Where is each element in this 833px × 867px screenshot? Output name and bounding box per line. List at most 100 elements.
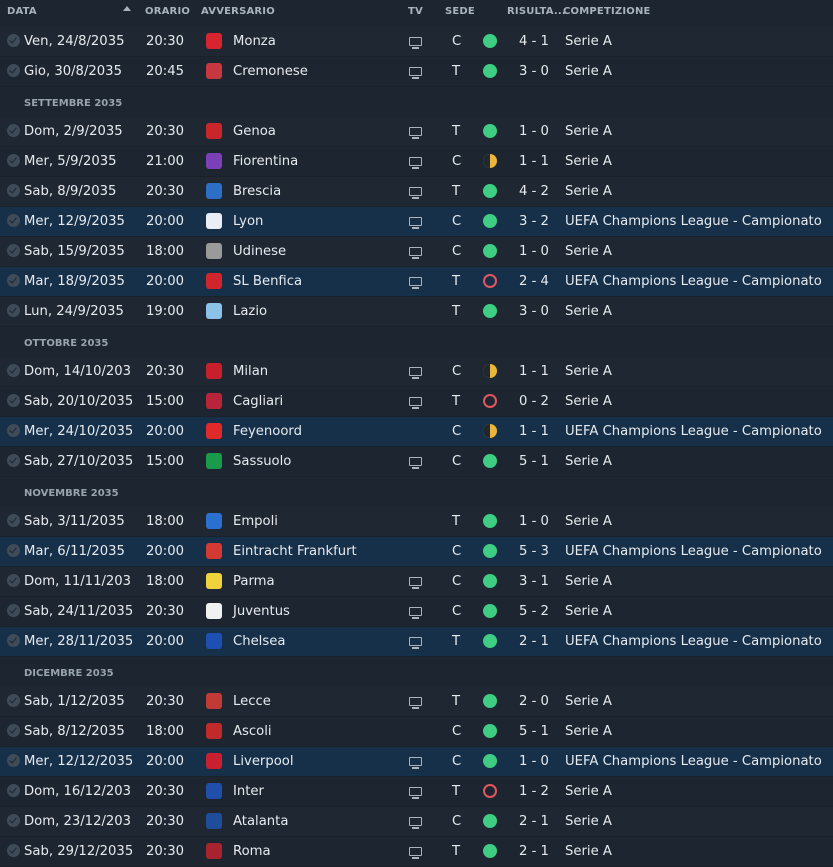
check-icon[interactable] [7,694,20,707]
check-icon[interactable] [7,724,20,737]
check-icon[interactable] [7,424,20,437]
match-score[interactable]: 5 - 2 [519,604,549,619]
check-icon[interactable] [7,154,20,167]
competition-link[interactable]: UEFA Champions League - Campionato [565,634,822,649]
table-row[interactable]: Sab, 20/10/2035 15:00 Cagliari T 0 - 2 Serie … [0,387,833,417]
table-row[interactable]: Sab, 8/9/2035 20:30 Brescia T 4 - 2 Serie A [0,177,833,207]
opponent-link[interactable]: Brescia [233,184,282,199]
check-icon[interactable] [7,574,20,587]
opponent-link[interactable]: Atalanta [233,814,289,829]
table-row[interactable]: Dom, 23/12/2035 20:30 Atalanta C 2 - 1 Serie … [0,807,833,837]
table-row[interactable]: Mer, 24/10/2035 20:00 Feyenoord C 1 - 1 UEFA … [0,417,833,447]
match-score[interactable]: 0 - 2 [519,394,549,409]
match-score[interactable]: 1 - 1 [519,364,549,379]
competition-link[interactable]: Serie A [565,184,612,199]
match-score[interactable]: 4 - 1 [519,34,549,49]
competition-link[interactable]: Serie A [565,364,612,379]
check-icon[interactable] [7,394,20,407]
table-row[interactable]: Sab, 24/11/2035 20:30 Juventus C 5 - 2 Serie … [0,597,833,627]
competition-link[interactable]: Serie A [565,154,612,169]
match-score[interactable]: 2 - 1 [519,814,549,829]
check-icon[interactable] [7,544,20,557]
match-score[interactable]: 5 - 1 [519,454,549,469]
check-icon[interactable] [7,64,20,77]
table-row[interactable]: Sab, 15/9/2035 18:00 Udinese C 1 - 0 Serie A [0,237,833,267]
table-row[interactable]: Mar, 18/9/2035 20:00 SL Benfica T 2 - 4 UEFA … [0,267,833,297]
check-icon[interactable] [7,214,20,227]
header-opponent[interactable]: AVVERSARIO [201,6,275,17]
opponent-link[interactable]: Liverpool [233,754,294,769]
opponent-link[interactable]: Lazio [233,304,268,319]
match-score[interactable]: 3 - 0 [519,304,549,319]
match-score[interactable]: 1 - 1 [519,154,549,169]
opponent-link[interactable]: Lyon [233,214,264,229]
match-score[interactable]: 2 - 4 [519,274,549,289]
competition-link[interactable]: Serie A [565,724,612,739]
check-icon[interactable] [7,634,20,647]
opponent-link[interactable]: Parma [233,574,275,589]
header-competition[interactable]: COMPETIZIONE [563,6,651,17]
opponent-link[interactable]: SL Benfica [233,274,303,289]
table-row[interactable]: Mar, 6/11/2035 20:00 Eintracht Frankfurt C 5… [0,537,833,567]
header-venue[interactable]: SEDE [445,6,475,17]
opponent-link[interactable]: Sassuolo [233,454,292,469]
table-row[interactable]: Dom, 14/10/2035 20:30 Milan C 1 - 1 Serie A [0,357,833,387]
check-icon[interactable] [7,304,20,317]
competition-link[interactable]: Serie A [565,604,612,619]
competition-link[interactable]: Serie A [565,694,612,709]
table-row[interactable]: Mer, 12/12/2035 20:00 Liverpool C 1 - 0 UEFA … [0,747,833,777]
header-tv[interactable]: TV [408,6,423,17]
opponent-link[interactable]: Eintracht Frankfurt [233,544,357,559]
competition-link[interactable]: Serie A [565,394,612,409]
check-icon[interactable] [7,784,20,797]
competition-link[interactable]: Serie A [565,514,612,529]
match-score[interactable]: 3 - 0 [519,64,549,79]
table-row[interactable]: Sab, 29/12/2035 20:30 Roma T 2 - 1 Serie A [0,837,833,867]
header-date[interactable]: DATA [7,6,37,17]
table-row[interactable]: Dom, 2/9/2035 20:30 Genoa T 1 - 0 Serie A [0,117,833,147]
table-row[interactable]: Dom, 11/11/2035 18:00 Parma C 3 - 1 Serie A [0,567,833,597]
opponent-link[interactable]: Feyenoord [233,424,302,439]
competition-link[interactable]: Serie A [565,814,612,829]
check-icon[interactable] [7,34,20,47]
opponent-link[interactable]: Cagliari [233,394,284,409]
table-row[interactable]: Mer, 28/11/2035 20:00 Chelsea T 2 - 1 UEFA Ch… [0,627,833,657]
header-time[interactable]: ORARIO [145,6,191,17]
table-row[interactable]: Sab, 8/12/2035 18:00 Ascoli C 5 - 1 Serie A [0,717,833,747]
competition-link[interactable]: UEFA Champions League - Campionato [565,214,822,229]
opponent-link[interactable]: Cremonese [233,64,308,79]
match-score[interactable]: 2 - 0 [519,694,549,709]
match-score[interactable]: 3 - 2 [519,214,549,229]
competition-link[interactable]: UEFA Champions League - Campionato [565,754,822,769]
match-score[interactable]: 3 - 1 [519,574,549,589]
table-row[interactable]: Sab, 1/12/2035 20:30 Lecce T 2 - 0 Serie A [0,687,833,717]
match-score[interactable]: 2 - 1 [519,634,549,649]
competition-link[interactable]: Serie A [565,64,612,79]
match-score[interactable]: 2 - 1 [519,844,549,859]
table-row[interactable]: Mer, 12/9/2035 20:00 Lyon C 3 - 2 UEFA Champi… [0,207,833,237]
competition-link[interactable]: Serie A [565,454,612,469]
opponent-link[interactable]: Lecce [233,694,271,709]
match-score[interactable]: 5 - 1 [519,724,549,739]
opponent-link[interactable]: Monza [233,34,276,49]
check-icon[interactable] [7,454,20,467]
match-score[interactable]: 1 - 0 [519,124,549,139]
competition-link[interactable]: Serie A [565,124,612,139]
check-icon[interactable] [7,604,20,617]
check-icon[interactable] [7,274,20,287]
opponent-link[interactable]: Fiorentina [233,154,299,169]
match-score[interactable]: 1 - 1 [519,424,549,439]
match-score[interactable]: 1 - 2 [519,784,549,799]
competition-link[interactable]: Serie A [565,304,612,319]
check-icon[interactable] [7,364,20,377]
competition-link[interactable]: Serie A [565,244,612,259]
opponent-link[interactable]: Ascoli [233,724,272,739]
table-row[interactable]: Mer, 5/9/2035 21:00 Fiorentina C 1 - 1 Serie … [0,147,833,177]
competition-link[interactable]: UEFA Champions League - Campionato [565,274,822,289]
opponent-link[interactable]: Inter [233,784,264,799]
check-icon[interactable] [7,754,20,767]
table-row[interactable]: Sab, 27/10/2035 15:00 Sassuolo C 5 - 1 Serie … [0,447,833,477]
competition-link[interactable]: Serie A [565,574,612,589]
competition-link[interactable]: Serie A [565,34,612,49]
match-score[interactable]: 1 - 0 [519,244,549,259]
